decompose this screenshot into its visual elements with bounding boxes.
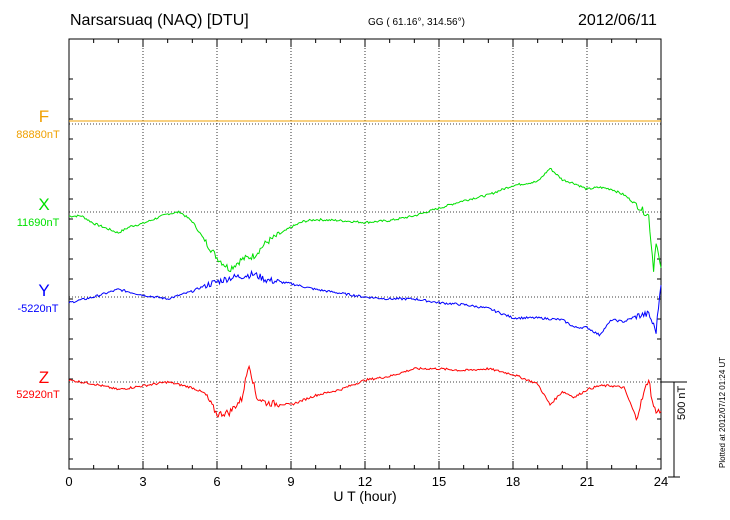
x-tick-label: 9 xyxy=(287,474,295,489)
plot-frame xyxy=(68,38,662,470)
station-title: Narsarsuaq (NAQ) [DTU] xyxy=(70,12,249,29)
component-letter-y: Y xyxy=(38,281,50,300)
component-baseline-x: 11690nT xyxy=(16,217,60,229)
plotted-note: Plotted at 2012/07/12 01:24 UT xyxy=(718,356,727,468)
x-tick-label: 6 xyxy=(213,474,221,489)
x-tick-label: 0 xyxy=(65,474,73,489)
series-line-x xyxy=(68,167,662,273)
x-tick-label: 21 xyxy=(579,474,595,489)
plot-date: 2012/06/11 xyxy=(578,12,657,29)
component-baseline-f: 88880nT xyxy=(16,129,60,141)
scale-bar-label: 500 nT xyxy=(676,385,688,420)
x-tick-label: 15 xyxy=(431,474,447,489)
station-coordinates: GG ( 61.16°, 314.56°) xyxy=(368,17,465,28)
component-letter-z: Z xyxy=(38,368,50,387)
x-tick-label: 24 xyxy=(653,474,669,489)
x-tick-label: 18 xyxy=(505,474,521,489)
x-axis-title: U T (hour) xyxy=(333,488,397,504)
x-tick-label: 12 xyxy=(357,474,373,489)
component-baseline-y: -5220nT xyxy=(17,303,59,315)
component-letter-f: F xyxy=(38,107,50,126)
x-tick-label: 3 xyxy=(139,474,147,489)
component-baseline-z: 52920nT xyxy=(16,389,60,401)
component-letter-x: X xyxy=(38,195,50,214)
series-line-y xyxy=(68,269,662,337)
series-line-z xyxy=(68,364,662,422)
